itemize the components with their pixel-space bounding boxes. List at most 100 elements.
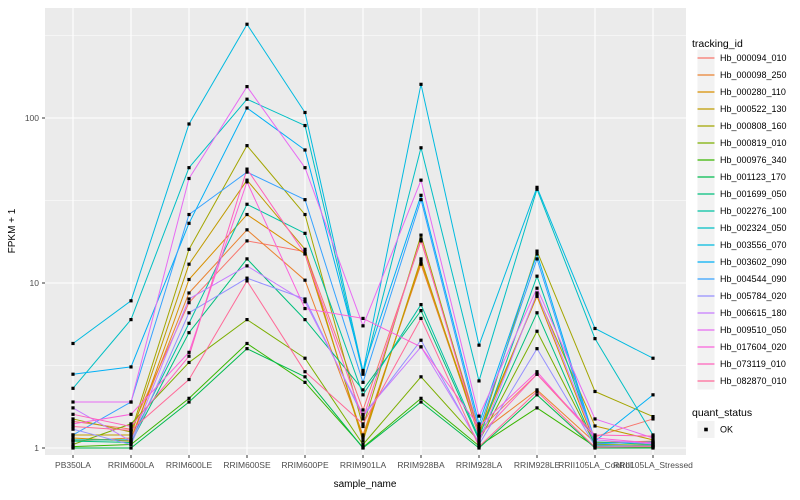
data-point: [651, 417, 655, 421]
legend-item: Hb_001699_050: [697, 185, 787, 203]
x-tick-label: RRIM600PE: [281, 460, 329, 470]
data-point: [245, 144, 249, 148]
data-point: [303, 148, 307, 152]
data-point: [419, 82, 423, 86]
data-point: [361, 446, 365, 450]
data-point: [71, 422, 75, 426]
data-point: [477, 422, 481, 426]
data-point: [245, 178, 249, 182]
data-point: [245, 22, 249, 26]
data-point: [245, 228, 249, 232]
legend-item: Hb_002324_050: [697, 219, 787, 237]
data-point: [71, 386, 75, 390]
data-point: [361, 388, 365, 392]
data-point: [303, 370, 307, 374]
data-point: [71, 372, 75, 376]
data-point: [535, 257, 539, 261]
data-point: [361, 442, 365, 447]
legend-item: Hb_000522_130: [697, 100, 787, 118]
legend-item: Hb_000976_340: [697, 151, 787, 169]
legend-item: Hb_003602_090: [697, 253, 787, 271]
data-point: [419, 198, 423, 202]
data-point: [419, 259, 423, 264]
legend-item: Hb_000280_110: [697, 83, 786, 101]
data-point: [303, 250, 307, 254]
y-tick-label: 1: [34, 443, 39, 453]
data-point: [303, 380, 307, 384]
data-point: [477, 414, 481, 418]
legend-item: Hb_004544_090: [697, 270, 787, 288]
x-axis-title: sample_name: [334, 479, 397, 490]
data-point: [361, 408, 365, 412]
data-point: [129, 400, 133, 404]
data-point: [187, 350, 191, 354]
data-point: [361, 380, 365, 384]
shape-legend-item: OK: [697, 421, 733, 438]
data-point: [187, 321, 191, 325]
data-point: [535, 274, 539, 278]
x-tick-label: RRII105LA_Control: [558, 460, 632, 470]
data-point: [245, 97, 249, 101]
data-point: [187, 166, 191, 170]
data-point: [651, 436, 655, 440]
data-point: [187, 331, 191, 335]
x-tick-label: RRIM901LA: [340, 460, 387, 470]
data-point: [651, 434, 655, 438]
data-point: [419, 239, 423, 243]
axes: PB350LA RRIM600LA RRIM600LE RRIM600SE RRIM60…: [25, 113, 693, 470]
data-point: [303, 356, 307, 360]
data-point: [245, 264, 249, 268]
legend-item-label: Hb_004544_090: [720, 274, 787, 284]
legend-item-label: Hb_006615_180: [720, 308, 787, 318]
data-point: [303, 110, 307, 115]
data-point: [129, 430, 133, 434]
legend-item-label: Hb_000808_160: [720, 121, 787, 131]
data-point: [477, 434, 481, 438]
data-point: [361, 417, 365, 421]
data-point: [535, 406, 539, 410]
data-point: [535, 187, 539, 191]
data-point: [419, 178, 423, 182]
x-tick-label: RRII105LA_Stressed: [613, 460, 693, 470]
data-point: [361, 316, 365, 321]
data-point: [129, 422, 133, 426]
data-point: [593, 445, 597, 449]
data-point: [593, 326, 597, 331]
x-tick-label: RRIM928BA: [397, 460, 445, 470]
data-point: [187, 360, 191, 365]
data-point: [419, 375, 423, 379]
data-point: [71, 424, 75, 429]
data-point: [651, 441, 655, 445]
data-point: [535, 329, 539, 333]
data-point: [303, 300, 307, 304]
x-tick-label: RRIM928LA: [456, 460, 503, 470]
data-point: [477, 424, 481, 429]
data-point: [535, 293, 539, 297]
y-tick-label: 10: [30, 278, 40, 288]
data-point: [129, 424, 133, 429]
data-point: [187, 354, 191, 358]
legend-item: Hb_006615_180: [697, 304, 787, 322]
data-point: [419, 237, 423, 241]
data-point: [303, 166, 307, 170]
data-point: [129, 299, 133, 303]
data-point: [419, 345, 423, 349]
data-point: [303, 123, 307, 128]
data-point: [477, 440, 481, 445]
data-point: [71, 406, 75, 410]
data-point: [419, 338, 423, 342]
x-tick-label: RRIM600LE: [166, 460, 213, 470]
legend-item-label: Hb_003602_090: [720, 257, 787, 267]
data-point: [245, 202, 249, 206]
data-point: [361, 372, 365, 376]
data-point: [129, 442, 133, 447]
data-point: [477, 444, 481, 449]
data-point: [71, 436, 75, 440]
data-point: [187, 221, 191, 225]
data-point: [245, 276, 249, 280]
data-point: [361, 368, 365, 373]
data-point: [361, 433, 365, 437]
data-point: [419, 396, 423, 400]
data-point: [303, 252, 307, 256]
